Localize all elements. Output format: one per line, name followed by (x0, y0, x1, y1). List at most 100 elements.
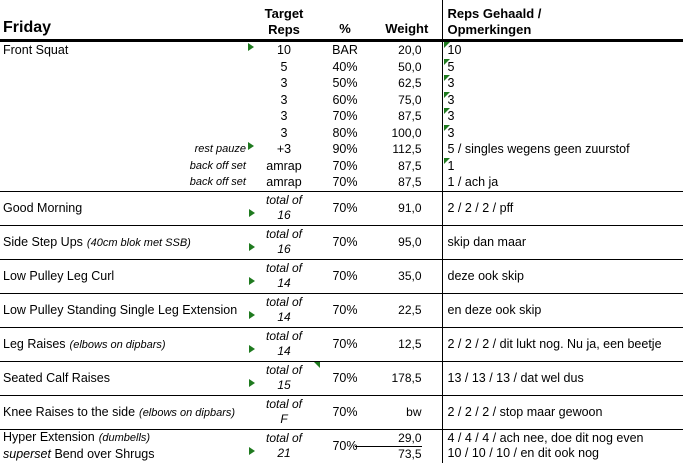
set-row: rest pauze +3 90% 112,5 5 / singles wege… (0, 141, 683, 158)
exercise-name-cell[interactable]: Low Pulley Standing Single Leg Extension (0, 292, 250, 327)
result-cell[interactable]: deze ook skip (441, 258, 683, 293)
result-cell[interactable]: 5 (441, 58, 683, 75)
set-label-cell[interactable]: back off set (189, 176, 246, 189)
result-cell[interactable]: 3 (441, 108, 683, 125)
result-cell[interactable]: 2 / 2 / 2 / dit lukt nog. Nu ja, een bee… (441, 326, 683, 361)
percent-cell[interactable]: 70% (318, 292, 372, 327)
exercise-name-cell[interactable]: Hyper Extension (dumbells) superset Bend … (0, 428, 250, 463)
weight-cell[interactable]: 75,0 (398, 92, 422, 107)
percent-cell[interactable]: 70% (332, 175, 358, 190)
exercise-name-cell[interactable]: Low Pulley Leg Curl (0, 258, 250, 293)
weight-cell[interactable]: 22,5 (372, 292, 442, 327)
superset-row: Hyper Extension (dumbells) superset Bend … (0, 428, 683, 463)
target-reps-cell[interactable]: total of 14 (249, 326, 318, 361)
day-header-cell[interactable]: Friday (0, 0, 250, 42)
target-reps-cell[interactable]: 3 (280, 92, 288, 107)
result-cell[interactable]: 3 (441, 75, 683, 92)
percent-cell[interactable]: 70% (318, 360, 372, 395)
target-reps-cell[interactable]: 3 (280, 76, 288, 91)
result-cell[interactable]: 5 / singles wegens geen zuurstof (441, 141, 683, 158)
weight-cell[interactable]: 35,0 (372, 258, 442, 293)
percent-cell[interactable]: 70% (318, 394, 372, 429)
percent-cell[interactable]: 70% (332, 109, 358, 124)
exercise-row: Seated Calf Raises total of 15 70% 178,5 … (0, 360, 683, 395)
result-cell[interactable]: 3 (441, 91, 683, 108)
percent-cell[interactable]: 70% (318, 326, 372, 361)
result-cell[interactable]: 3 (441, 124, 683, 141)
target-reps-cell[interactable]: amrap (266, 175, 302, 190)
target-reps-cell[interactable]: total of 14 (249, 292, 318, 327)
exercise-name-cell[interactable]: Side Step Ups (40cm blok met SSB) (0, 224, 250, 259)
set-label-cell[interactable]: back off set (189, 159, 246, 172)
set-row: 5 40% 50,0 5 (0, 58, 683, 75)
percent-cell[interactable]: 50% (332, 76, 358, 91)
target-reps-cell[interactable]: total of 14 (249, 258, 318, 293)
weight-cell[interactable]: 95,0 (372, 224, 442, 259)
exercise-name-cell[interactable]: Front Squat (3, 43, 69, 58)
target-reps-cell[interactable]: 5 (280, 59, 288, 74)
weight-cell[interactable]: 62,5 (398, 76, 422, 91)
target-reps-cell[interactable]: total of 16 (249, 190, 318, 225)
percent-cell[interactable]: 70% (318, 224, 372, 259)
percent-cell[interactable]: 70% (318, 190, 372, 225)
target-reps-header-cell[interactable]: Target Reps (250, 0, 318, 42)
percent-header-cell[interactable]: % (318, 0, 372, 42)
day-title: Friday (3, 19, 52, 36)
set-label-cell[interactable]: rest pauze (194, 143, 246, 156)
result-cell[interactable]: 10 (441, 40, 683, 59)
result-cell[interactable]: 2 / 2 / 2 / stop maar gewoon (441, 394, 683, 429)
exercise-name-cell[interactable]: Seated Calf Raises (0, 360, 250, 395)
weight-header-cell[interactable]: Weight (372, 0, 442, 42)
weight-cell[interactable]: 29,0 73,5 (355, 428, 442, 463)
result-cell[interactable]: 13 / 13 / 13 / dat wel dus (441, 360, 683, 395)
weight-cell[interactable]: 91,0 (372, 190, 442, 225)
percent-cell[interactable]: BAR (332, 43, 358, 58)
target-reps-cell[interactable]: total of 16 (249, 224, 318, 259)
overflow-marker-icon (249, 310, 255, 319)
number-as-text-flag-icon (443, 42, 450, 48)
weight-cell[interactable]: 87,5 (398, 158, 422, 173)
percent-cell[interactable]: 60% (332, 92, 358, 107)
overflow-marker-icon (249, 208, 255, 217)
weight-cell[interactable]: 100,0 (391, 125, 422, 140)
target-reps-cell[interactable]: +3 (248, 141, 318, 158)
weight-cell[interactable]: bw (372, 394, 442, 429)
target-reps-cell[interactable]: 3 (280, 109, 288, 124)
number-as-text-flag-icon (443, 58, 450, 65)
result-cell[interactable]: 4 / 4 / 4 / ach nee, doe dit nog even 10… (441, 428, 683, 463)
result-cell[interactable]: 1 (441, 157, 683, 174)
result-cell[interactable]: 2 / 2 / 2 / pff (441, 190, 683, 225)
weight-cell[interactable]: 50,0 (398, 59, 422, 74)
target-reps-cell[interactable]: 10 (248, 41, 318, 59)
target-header-line2: Reps (268, 22, 300, 37)
target-reps-cell[interactable]: total of 21 (249, 428, 318, 463)
result-cell[interactable]: 1 / ach ja (441, 174, 683, 191)
weight-cell[interactable]: 20,0 (398, 43, 422, 58)
exercise-name-cell[interactable]: Knee Raises to the side (elbows on dipbar… (0, 394, 250, 429)
percent-cell[interactable]: 40% (332, 59, 358, 74)
overflow-marker-icon (249, 446, 255, 455)
weight-cell[interactable]: 87,5 (398, 175, 422, 190)
percent-cell[interactable]: 70% (318, 258, 372, 293)
percent-cell[interactable]: 80% (332, 125, 358, 140)
set-row: Front Squat 10 BAR 20,0 10 (0, 40, 683, 59)
percent-cell[interactable]: 90% (332, 142, 358, 157)
percent-cell[interactable]: 70% (318, 428, 372, 463)
exercise-row: Knee Raises to the side (elbows on dipbar… (0, 394, 683, 429)
percent-cell[interactable]: 70% (332, 158, 358, 173)
weight-cell[interactable]: 178,5 (372, 360, 442, 395)
exercise-name-cell[interactable]: Good Morning (0, 190, 250, 225)
set-row: back off set amrap 70% 87,5 1 / ach ja (0, 174, 683, 191)
target-reps-cell[interactable]: amrap (266, 158, 302, 173)
result-cell[interactable]: en deze ook skip (441, 292, 683, 327)
overflow-marker-icon (249, 276, 255, 285)
weight-cell[interactable]: 12,5 (372, 326, 442, 361)
weight-cell[interactable]: 112,5 (392, 142, 422, 157)
results-header-cell[interactable]: Reps Gehaald / Opmerkingen (441, 0, 683, 42)
exercise-name-cell[interactable]: Leg Raises (elbows on dipbars) (0, 326, 250, 361)
target-reps-cell[interactable]: total of F (250, 394, 318, 429)
result-cell[interactable]: skip dan maar (441, 224, 683, 259)
target-reps-cell[interactable]: 3 (280, 125, 288, 140)
weight-cell[interactable]: 87,5 (398, 109, 422, 124)
target-reps-cell[interactable]: total of 15 (249, 360, 320, 395)
